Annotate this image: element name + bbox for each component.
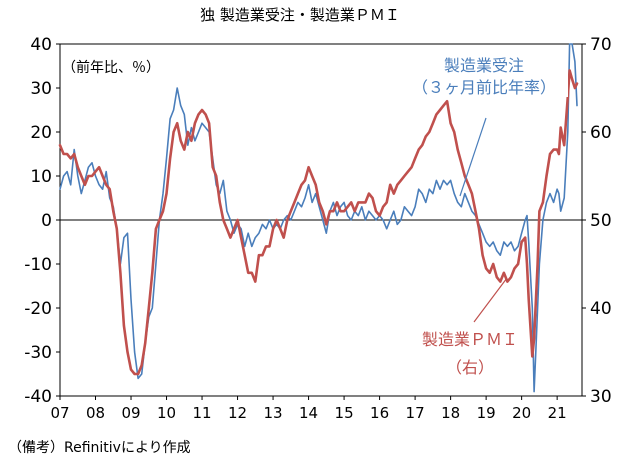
x-tick-label: 12 [228, 404, 247, 422]
right-y-tick-label: 50 [590, 211, 612, 231]
left-y-axis: 40 30 20 10 0 -10 -20 -30 -40 [24, 35, 60, 407]
right-y-tick-label: 60 [590, 123, 612, 143]
chart-title: 独 製造業受注・製造業ＰＭＩ [200, 6, 400, 24]
x-tick-label: 10 [157, 404, 176, 422]
x-tick-label: 11 [192, 404, 211, 422]
left-y-tick-label: -40 [24, 387, 52, 407]
left-y-tick-label: 10 [30, 167, 52, 187]
right-y-tick-label: 40 [590, 299, 612, 319]
left-y-tick-label: 0 [41, 211, 52, 231]
x-tick-label: 09 [121, 404, 140, 422]
left-y-tick-label: 40 [30, 35, 52, 55]
x-tick-label: 18 [441, 404, 460, 422]
x-tick-label: 21 [548, 404, 567, 422]
left-y-tick-label: -30 [24, 343, 52, 363]
left-axis-unit: （前年比、％） [62, 59, 160, 76]
right-y-tick-label: 30 [590, 387, 612, 407]
series-leader-orders [459, 117, 487, 197]
series-label-pmi-line2: （右） [446, 358, 494, 377]
series-label-orders-line1: 製造業受注 [444, 56, 524, 75]
left-y-tick-label: 30 [30, 79, 52, 99]
x-tick-label: 16 [370, 404, 389, 422]
x-tick-label: 17 [406, 404, 425, 422]
x-tick-label: 20 [512, 404, 531, 422]
series-label-bg-pmi [412, 322, 524, 382]
x-tick-label: 19 [477, 404, 496, 422]
footnote: （備考）Refinitivにより作成 [8, 440, 191, 456]
series-lines [58, 43, 579, 393]
x-axis: 07 08 09 10 11 12 13 14 15 16 17 18 19 20 21 [50, 396, 567, 422]
series-line-pmi [58, 69, 579, 376]
right-y-axis: 70 60 50 40 30 [582, 35, 612, 407]
series-label-orders-line2: （３ヶ月前比年率） [412, 78, 556, 97]
x-tick-label: 14 [299, 404, 318, 422]
left-y-tick-label: 20 [30, 123, 52, 143]
series-label-pmi-line1: 製造業ＰＭＩ [422, 330, 518, 349]
right-y-tick-label: 70 [590, 35, 612, 55]
left-y-tick-label: -20 [24, 299, 52, 319]
left-y-tick-label: -10 [24, 255, 52, 275]
x-tick-label: 13 [264, 404, 283, 422]
x-tick-label: 15 [335, 404, 354, 422]
series-label-bg-orders [398, 53, 568, 97]
series-leader-pmi [473, 277, 508, 323]
x-tick-label: 07 [50, 404, 69, 422]
x-tick-label: 08 [86, 404, 105, 422]
